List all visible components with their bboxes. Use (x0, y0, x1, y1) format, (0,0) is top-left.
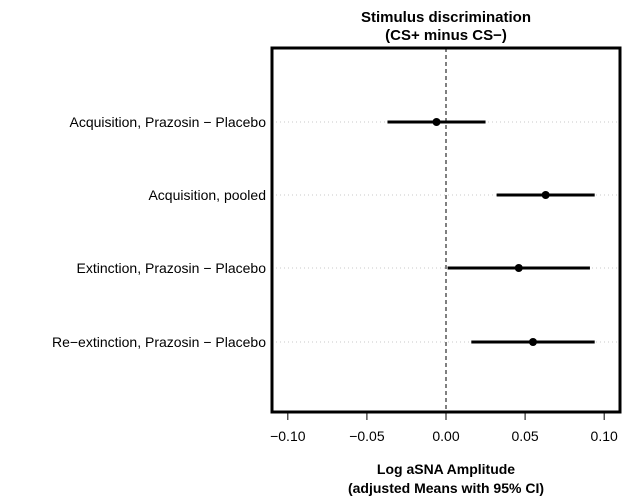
row-label: Re−extinction, Prazosin − Placebo (52, 334, 266, 350)
chart-title-line-1: Stimulus discrimination (361, 9, 531, 26)
x-tick-label: 0.00 (432, 428, 459, 444)
point-estimate (541, 191, 550, 199)
row-label: Extinction, Prazosin − Placebo (77, 260, 267, 276)
x-axis-ticks: −0.10 −0.05 0.00 0.05 0.10 (270, 412, 618, 444)
point-estimate (529, 338, 537, 346)
row-label: Acquisition, Prazosin − Placebo (70, 114, 267, 130)
estimate-rows (387, 118, 595, 346)
x-axis-label-line-2: (adjusted Means with 95% CI) (348, 480, 544, 496)
x-axis-label-line-1: Log aSNA Amplitude (377, 461, 515, 477)
point-estimate (514, 264, 523, 272)
x-tick-label: −0.10 (270, 428, 306, 444)
x-tick-label: 0.05 (511, 428, 538, 444)
x-tick-label: 0.10 (591, 428, 618, 444)
x-tick-label: −0.05 (349, 428, 385, 444)
point-estimate (432, 118, 441, 126)
chart-title-line-2: (CS+ minus CS−) (385, 27, 507, 44)
row-label: Acquisition, pooled (148, 187, 266, 203)
